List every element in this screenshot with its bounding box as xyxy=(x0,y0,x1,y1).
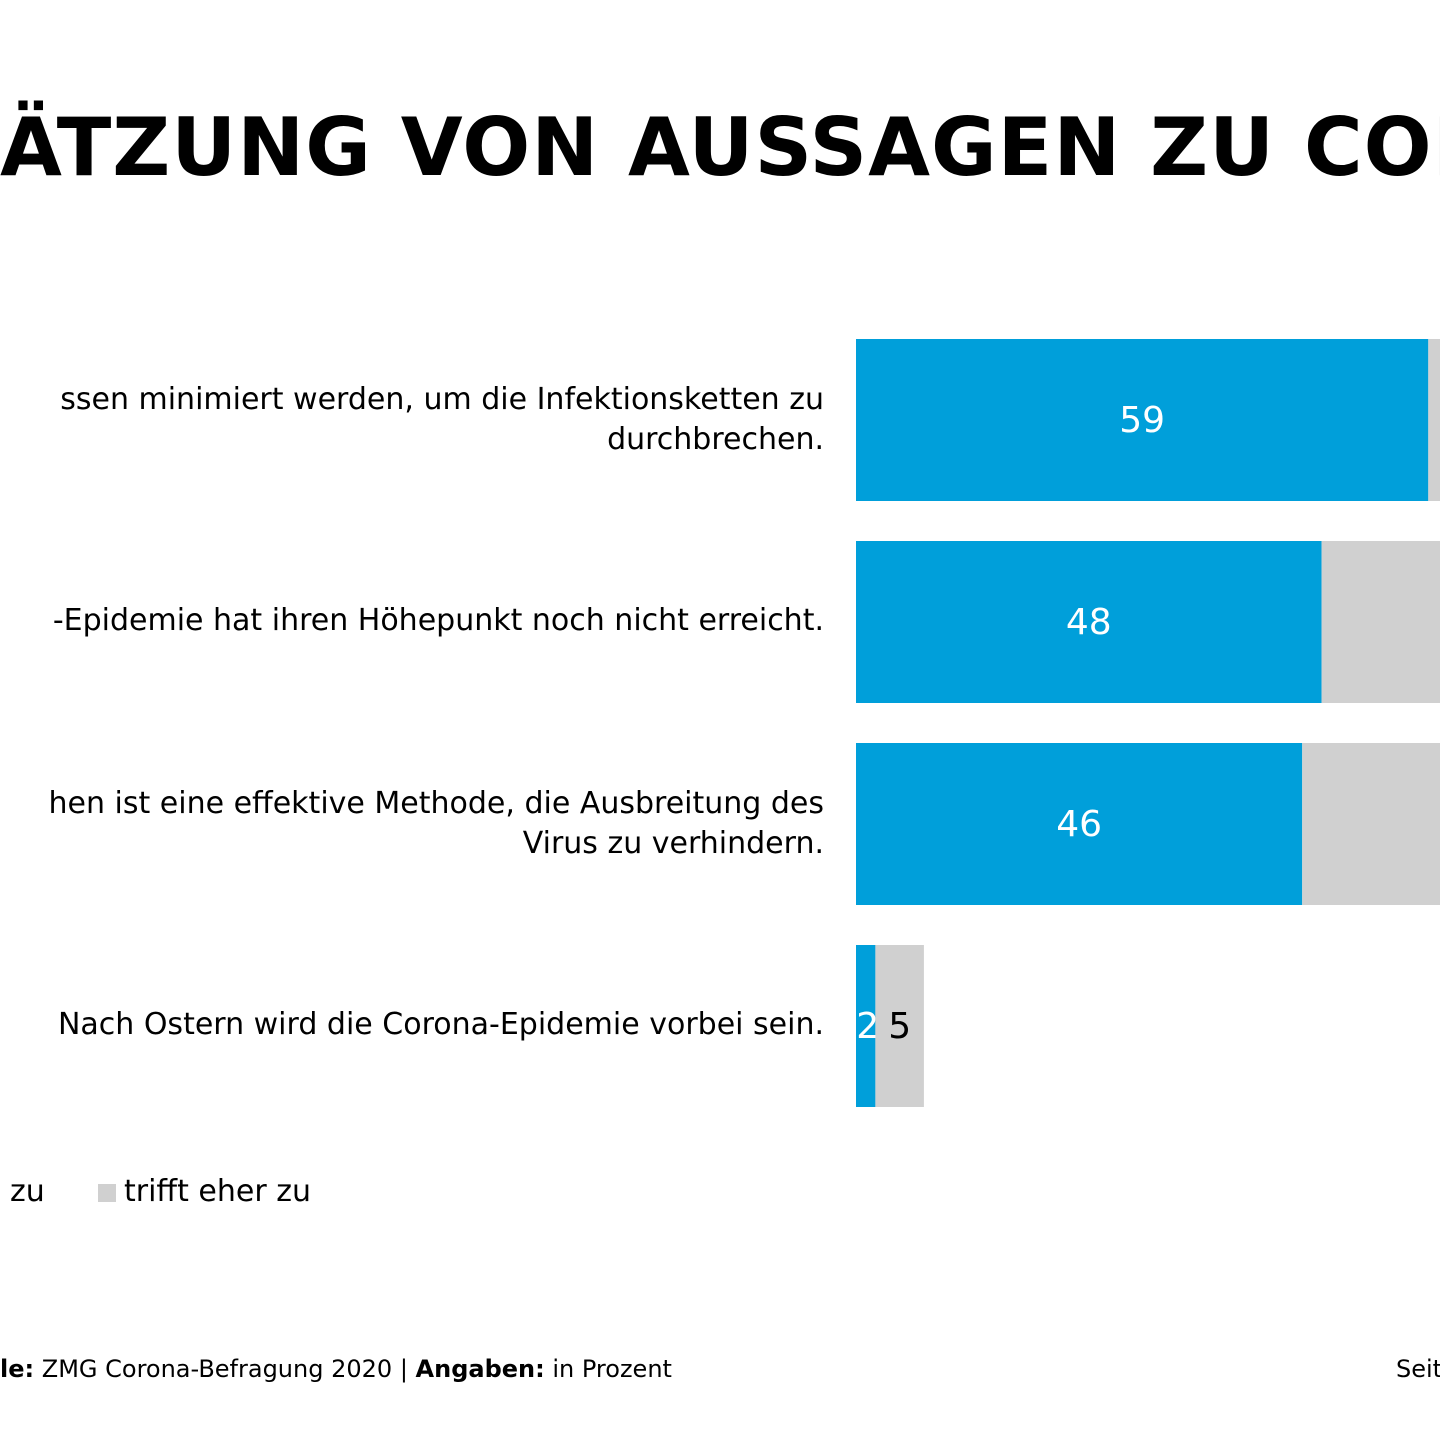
bar-4-series-1-label: 2 xyxy=(856,1006,879,1047)
bar-2-series-2 xyxy=(1321,541,1440,703)
bar-4-series-2-label: 5 xyxy=(888,1006,911,1047)
bar-1-series-2 xyxy=(1428,339,1440,501)
bar-2-series-1 xyxy=(856,541,1322,703)
bar-3-series-1 xyxy=(856,743,1303,905)
legend-label-series-1: zu xyxy=(10,1174,45,1209)
legend-label-series-2: trifft eher zu xyxy=(124,1174,311,1209)
statement-2: -Epidemie hat ihren Höhepunkt noch nicht… xyxy=(0,601,824,641)
bar-4-series-2 xyxy=(875,945,924,1107)
footer-source-label: le: xyxy=(0,1355,35,1383)
footer-unit-value: in Prozent xyxy=(552,1355,672,1383)
statement-2-line-1: -Epidemie hat ihren Höhepunkt noch nicht… xyxy=(52,603,824,638)
page-title: ÄTZUNG VON AUSSAGEN ZU CORON xyxy=(0,101,1440,194)
statement-3: hen ist eine effektive Methode, die Ausb… xyxy=(0,784,824,864)
bar-3-series-1-label: 46 xyxy=(1056,804,1102,845)
statement-1-line-1: ssen minimiert werden, um die Infektions… xyxy=(60,382,824,417)
bar-4-series-1 xyxy=(856,945,876,1107)
bar-3-series-2 xyxy=(1302,743,1440,905)
statement-1-line-2: durchbrechen. xyxy=(607,422,824,457)
statement-3-line-1: hen ist eine effektive Methode, die Ausb… xyxy=(48,786,824,821)
bar-2-series-1-label: 48 xyxy=(1066,602,1112,643)
statement-3-line-2: Virus zu verhindern. xyxy=(522,826,824,861)
footer-separator: | xyxy=(399,1355,408,1383)
footer-source-value: ZMG Corona-Befragung 2020 xyxy=(41,1355,393,1383)
footer-source: le: ZMG Corona-Befragung 2020 | Angaben:… xyxy=(0,1354,672,1384)
footer-unit-label: Angaben: xyxy=(415,1355,545,1383)
bar-1-series-1 xyxy=(856,339,1429,501)
footer-page-label: Seit xyxy=(1396,1355,1440,1383)
statement-1: ssen minimiert werden, um die Infektions… xyxy=(0,380,824,460)
statement-4: Nach Ostern wird die Corona-Epidemie vor… xyxy=(0,1005,824,1045)
bar-1-series-1-label: 59 xyxy=(1119,400,1165,441)
statement-4-line-1: Nach Ostern wird die Corona-Epidemie vor… xyxy=(57,1007,824,1042)
legend-swatch-series-2 xyxy=(98,1184,116,1202)
